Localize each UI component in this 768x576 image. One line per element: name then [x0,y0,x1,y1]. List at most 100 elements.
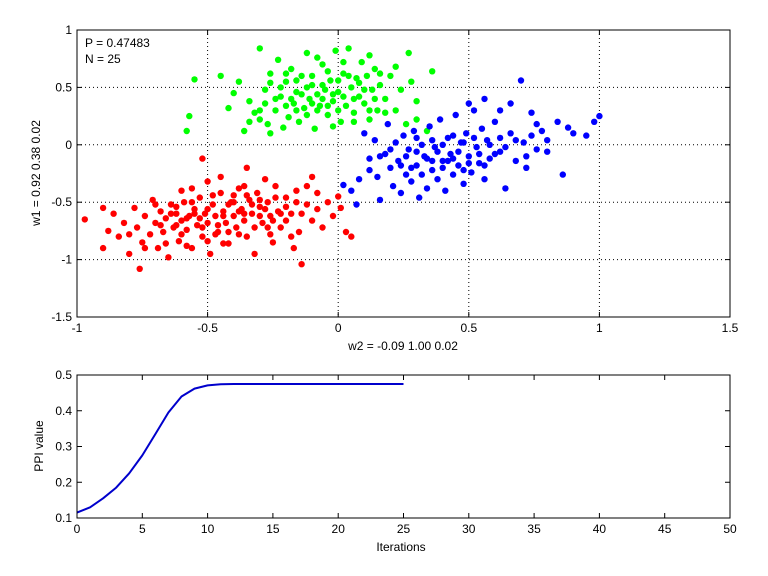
scatter-point [293,187,300,194]
scatter-point [136,265,143,272]
scatter-point [361,100,368,107]
scatter-point [173,203,180,210]
line-x-tick-label: 0 [74,522,81,536]
scatter-point [429,157,436,165]
scatter-point [348,233,355,240]
scatter-point [126,231,133,238]
scatter-point [131,204,138,212]
scatter-point [468,169,475,176]
scatter-point [481,176,488,183]
scatter-point [314,205,321,213]
scatter-point [528,132,535,139]
scatter-point [439,164,446,171]
scatter-point [251,224,258,231]
scatter-point [376,153,384,160]
scatter-point [405,49,412,57]
scatter-point [178,217,185,224]
scatter-point [120,219,128,227]
scatter-point [217,173,224,181]
line-y-tick-label: 0.2 [55,475,72,489]
scatter-point [256,116,263,123]
scatter-point [327,77,334,84]
scatter-point [460,180,467,187]
scatter-point [256,107,263,114]
scatter-point [308,217,316,224]
scatter-point [423,185,431,192]
scatter-point [329,212,337,220]
scatter-point [180,199,188,206]
scatter-point [429,137,436,144]
scatter-point [311,125,318,132]
scatter-point [288,233,295,240]
scatter-point [261,205,269,213]
annotation-p: P = 0.47483 [85,36,150,50]
scatter-point [329,98,337,105]
scatter-point [188,199,196,206]
scatter-point [303,182,311,190]
scatter-point [308,81,316,89]
scatter-point [259,219,266,227]
scatter-point [295,118,303,126]
scatter-point [272,107,279,114]
scatter-point [225,104,232,112]
scatter-y-tick-label: -1.5 [51,310,72,324]
scatter-point [392,139,399,146]
scatter-series-3 [340,77,603,208]
scatter-point [583,132,590,139]
scatter-point [308,100,316,107]
scatter-point [254,189,261,197]
scatter-point [470,134,478,142]
scatter-point [371,65,378,73]
line-x-tick-label: 10 [201,522,215,536]
scatter-point [183,226,190,233]
scatter-point [264,224,271,231]
scatter-point [146,231,154,238]
scatter-point [342,228,350,236]
line-y-axis-label: PPI value [32,420,46,472]
scatter-point [389,182,397,190]
scatter-point [460,139,467,146]
scatter-point [204,219,211,227]
scatter-point [251,109,258,116]
scatter-point [99,244,107,252]
scatter-point [366,155,373,162]
scatter-point [183,127,190,135]
scatter-point [282,203,290,210]
scatter-point [429,166,436,174]
scatter-point [402,120,410,128]
scatter-point [204,238,211,245]
scatter-point [230,199,237,206]
scatter-point [374,107,381,114]
scatter-point [225,240,232,247]
scatter-point [363,72,371,80]
scatter-axes-box [76,29,731,318]
scatter-point [374,173,381,181]
scatter-point [308,72,316,80]
scatter-point [366,107,373,114]
scatter-point [348,84,355,91]
scatter-point [434,176,441,183]
scatter-point [376,81,384,89]
line-x-tick-label: 45 [658,522,672,536]
line-ticks: 0 5 10 15 20 25 30 35 40 45 50 0.1 0.2 0.3 0.4 0.5 [55,368,737,536]
line-x-tick-label: 35 [527,522,541,536]
scatter-point [303,201,311,208]
scatter-point [162,240,169,247]
scatter-point [533,146,540,153]
scatter-point [256,196,263,204]
scatter-point [199,224,206,231]
scatter-point [439,141,446,148]
scatter-point [470,107,478,114]
scatter-point [491,118,499,126]
line-y-tick-label: 0.3 [55,440,72,454]
scatter-point [512,137,519,144]
scatter-point [408,178,415,185]
scatter-point [204,178,211,185]
scatter-point [520,139,527,146]
scatter-point [397,162,405,169]
scatter-point [455,162,462,169]
scatter-point [157,222,164,229]
scatter-point [319,95,326,103]
scatter-point [133,224,141,231]
scatter-point [353,201,360,208]
